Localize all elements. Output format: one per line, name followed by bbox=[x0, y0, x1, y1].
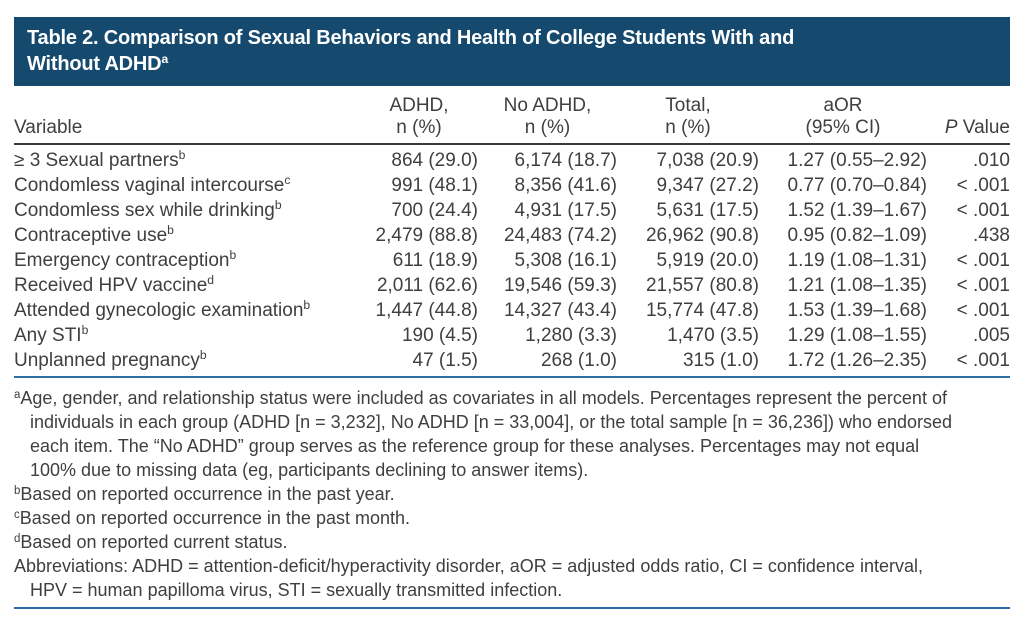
table-row: Condomless vaginal intercoursec 991 (48.… bbox=[14, 173, 1010, 198]
cell-no-adhd: 8,356 (41.6) bbox=[514, 175, 617, 196]
row-variable: Contraceptive useb bbox=[14, 223, 174, 246]
footnote-marker: b bbox=[229, 248, 237, 263]
table-title-banner: Table 2. Comparison of Sexual Behaviors … bbox=[14, 17, 1010, 86]
footnote-marker: b bbox=[14, 484, 21, 497]
cell-aor: 1.19 (1.08–1.31) bbox=[787, 250, 927, 271]
row-variable: Emergency contraceptionb bbox=[14, 248, 237, 271]
table-title-line1: Table 2. Comparison of Sexual Behaviors … bbox=[27, 27, 795, 49]
cell-adhd: 2,479 (88.8) bbox=[375, 225, 478, 246]
row-variable: Condomless sex while drinkingb bbox=[14, 198, 282, 221]
cell-no-adhd: 24,483 (74.2) bbox=[503, 225, 617, 246]
cell-aor: 0.77 (0.70–0.84) bbox=[787, 175, 927, 196]
footnote-abbreviations: Abbreviations: ADHD = attention-deficit/… bbox=[14, 556, 923, 600]
cell-total: 26,962 (90.8) bbox=[645, 225, 759, 246]
table-row: ≥ 3 Sexual partnersb 864 (29.0) 6,174 (1… bbox=[14, 144, 1010, 173]
cell-p-value: < .001 bbox=[956, 200, 1010, 221]
footnote-marker: c bbox=[14, 508, 20, 521]
cell-p-value: .438 bbox=[973, 225, 1010, 246]
footnote-marker: b bbox=[81, 323, 89, 338]
cell-total: 5,631 (17.5) bbox=[656, 200, 759, 221]
cell-no-adhd: 268 (1.0) bbox=[478, 348, 617, 378]
cell-aor: 1.21 (1.08–1.35) bbox=[787, 275, 927, 296]
footnote-marker: b bbox=[178, 148, 186, 163]
row-variable: ≥ 3 Sexual partnersb bbox=[14, 148, 186, 171]
cell-total: 7,038 (20.9) bbox=[656, 150, 759, 171]
cell-no-adhd: 4,931 (17.5) bbox=[514, 200, 617, 221]
table-header-row: Variable ADHD, n (%) No ADHD, n (%) Tota… bbox=[14, 86, 1010, 145]
cell-aor: 1.52 (1.39–1.67) bbox=[787, 200, 927, 221]
cell-total: 1,470 (3.5) bbox=[667, 325, 759, 346]
footnote-marker: b bbox=[274, 198, 282, 213]
cell-aor: 1.29 (1.08–1.55) bbox=[787, 325, 927, 346]
cell-total: 315 (1.0) bbox=[617, 348, 759, 378]
table-row: Emergency contraceptionb 611 (18.9) 5,30… bbox=[14, 248, 1010, 273]
cell-no-adhd: 19,546 (59.3) bbox=[503, 275, 617, 296]
bottom-rule bbox=[14, 607, 1010, 609]
cell-p-value: < .001 bbox=[956, 175, 1010, 196]
cell-adhd: 1,447 (44.8) bbox=[375, 300, 478, 321]
row-variable: Received HPV vaccined bbox=[14, 273, 215, 296]
cell-p-value: < .001 bbox=[927, 348, 1010, 378]
cell-aor: 1.27 (0.55–2.92) bbox=[787, 150, 927, 171]
footnote-marker: b bbox=[303, 298, 311, 313]
table-figure: Table 2. Comparison of Sexual Behaviors … bbox=[14, 17, 1010, 609]
row-variable: Any STIb bbox=[14, 323, 89, 346]
column-header-aor: aOR (95% CI) bbox=[759, 86, 927, 145]
footnote-marker: c bbox=[284, 173, 291, 188]
table-title: Table 2. Comparison of Sexual Behaviors … bbox=[27, 25, 997, 77]
cell-p-value: < .001 bbox=[956, 275, 1010, 296]
footnote-marker: b bbox=[167, 223, 174, 238]
cell-aor: 1.53 (1.39–1.68) bbox=[787, 300, 927, 321]
cell-total: 21,557 (80.8) bbox=[645, 275, 759, 296]
column-header-p-value: P Value bbox=[927, 86, 1010, 145]
footnote-marker: d bbox=[207, 273, 215, 288]
row-variable: Unplanned pregnancyb bbox=[14, 348, 360, 378]
cell-total: 5,919 (20.0) bbox=[656, 250, 759, 271]
cell-adhd: 47 (1.5) bbox=[360, 348, 478, 378]
footnote-marker: b bbox=[199, 348, 207, 363]
comparison-table: Variable ADHD, n (%) No ADHD, n (%) Tota… bbox=[14, 86, 1010, 378]
table-row: Unplanned pregnancyb 47 (1.5) 268 (1.0) … bbox=[14, 348, 1010, 378]
cell-no-adhd: 14,327 (43.4) bbox=[503, 300, 617, 321]
table-title-line2: Without ADHDa bbox=[27, 52, 169, 75]
cell-adhd: 864 (29.0) bbox=[391, 150, 478, 171]
cell-adhd: 611 (18.9) bbox=[392, 250, 478, 271]
cell-no-adhd: 6,174 (18.7) bbox=[514, 150, 617, 171]
cell-adhd: 700 (24.4) bbox=[391, 200, 478, 221]
cell-aor: 0.95 (0.82–1.09) bbox=[787, 225, 927, 246]
cell-total: 9,347 (27.2) bbox=[656, 175, 759, 196]
title-footnote-marker: a bbox=[161, 52, 169, 67]
footnote-b: bBased on reported occurrence in the pas… bbox=[14, 484, 395, 504]
footnote-c: cBased on reported occurrence in the pas… bbox=[14, 508, 410, 528]
cell-p-value: .005 bbox=[973, 325, 1010, 346]
footnote-marker: d bbox=[14, 532, 21, 545]
table-footnotes: aAge, gender, and relationship status we… bbox=[14, 386, 960, 602]
cell-p-value: < .001 bbox=[956, 250, 1010, 271]
column-header-variable: Variable bbox=[14, 86, 360, 145]
cell-p-value: < .001 bbox=[956, 300, 1010, 321]
footnote-a: aAge, gender, and relationship status we… bbox=[14, 388, 953, 480]
cell-aor: 1.72 (1.26–2.35) bbox=[759, 348, 927, 378]
cell-adhd: 991 (48.1) bbox=[391, 175, 478, 196]
cell-no-adhd: 5,308 (16.1) bbox=[514, 250, 617, 271]
footnote-marker: a bbox=[14, 388, 21, 401]
footnote-d: dBased on reported current status. bbox=[14, 532, 288, 552]
column-header-no-adhd: No ADHD, n (%) bbox=[478, 86, 617, 145]
table-row: Attended gynecologic examinationb 1,447 … bbox=[14, 298, 1010, 323]
table-row: Received HPV vaccined 2,011 (62.6) 19,54… bbox=[14, 273, 1010, 298]
cell-adhd: 2,011 (62.6) bbox=[376, 275, 478, 296]
row-variable: Attended gynecologic examinationb bbox=[14, 298, 311, 321]
cell-total: 15,774 (47.8) bbox=[645, 300, 759, 321]
table-row: Any STIb 190 (4.5) 1,280 (3.3) 1,470 (3.… bbox=[14, 323, 1010, 348]
column-header-total: Total, n (%) bbox=[617, 86, 759, 145]
cell-no-adhd: 1,280 (3.3) bbox=[525, 325, 617, 346]
row-variable: Condomless vaginal intercoursec bbox=[14, 173, 291, 196]
table-row: Contraceptive useb 2,479 (88.8) 24,483 (… bbox=[14, 223, 1010, 248]
cell-adhd: 190 (4.5) bbox=[401, 325, 478, 346]
table-row: Condomless sex while drinkingb 700 (24.4… bbox=[14, 198, 1010, 223]
cell-p-value: .010 bbox=[973, 150, 1010, 171]
column-header-adhd: ADHD, n (%) bbox=[360, 86, 478, 145]
